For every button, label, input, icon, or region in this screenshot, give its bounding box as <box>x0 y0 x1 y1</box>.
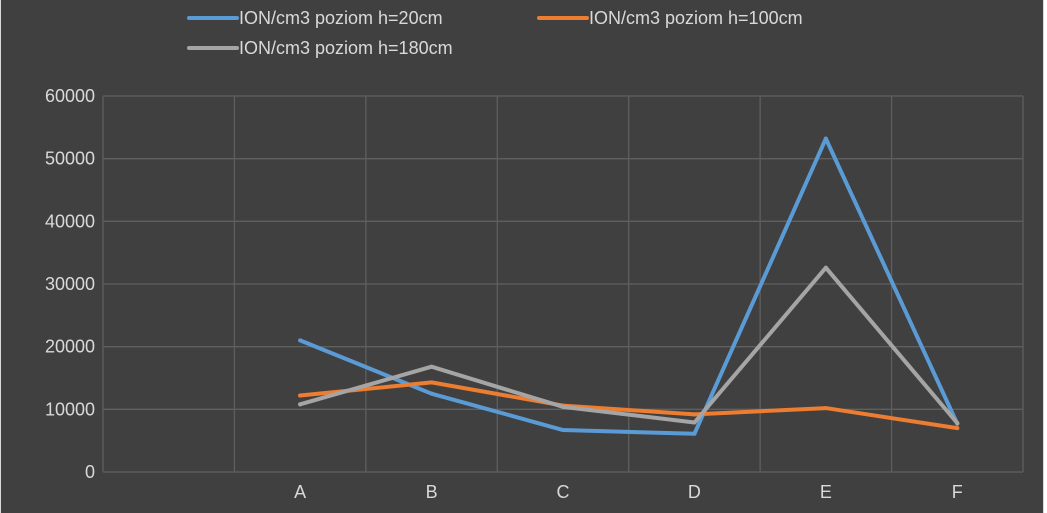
data-point <box>955 426 960 431</box>
data-point <box>561 428 565 433</box>
data-point <box>692 412 697 417</box>
x-tick-label: E <box>820 482 832 502</box>
y-tick-label: 0 <box>85 462 95 482</box>
data-point <box>429 364 434 369</box>
data-point <box>298 402 303 407</box>
y-tick-label: 20000 <box>45 337 95 357</box>
series-line-2 <box>298 380 960 431</box>
data-point <box>298 338 303 343</box>
data-point <box>692 420 697 425</box>
x-tick-label: B <box>426 482 438 502</box>
y-tick-label: 50000 <box>45 149 95 169</box>
legend: ION/cm3 poziom h=20cm ION/cm3 poziom h=10… <box>187 8 803 58</box>
data-point <box>823 265 828 270</box>
x-tick-label: C <box>557 482 570 502</box>
data-point <box>429 391 434 396</box>
legend-label-3: ION/cm3 poziom h=180cm <box>239 38 453 58</box>
legend-label-2: ION/cm3 poziom h=100cm <box>589 8 803 28</box>
y-tick-label: 40000 <box>45 211 95 231</box>
x-tick-label: A <box>294 482 306 502</box>
data-point <box>955 421 960 426</box>
x-tick-label: D <box>688 482 701 502</box>
y-tick-label: 30000 <box>45 274 95 294</box>
axes: 0 10000 20000 30000 40000 50000 60000 A B C D E F <box>45 86 963 502</box>
x-tick-label: F <box>952 482 963 502</box>
data-point <box>429 380 434 385</box>
series-lines <box>298 136 960 436</box>
data-point <box>298 393 303 398</box>
series-line-3 <box>298 265 960 426</box>
data-point <box>823 136 828 141</box>
data-point <box>692 431 697 436</box>
data-point <box>823 406 828 411</box>
legend-label-1: ION/cm3 poziom h=20cm <box>239 8 443 28</box>
data-point <box>561 404 565 409</box>
y-tick-label: 60000 <box>45 86 95 106</box>
y-tick-label: 10000 <box>45 399 95 419</box>
